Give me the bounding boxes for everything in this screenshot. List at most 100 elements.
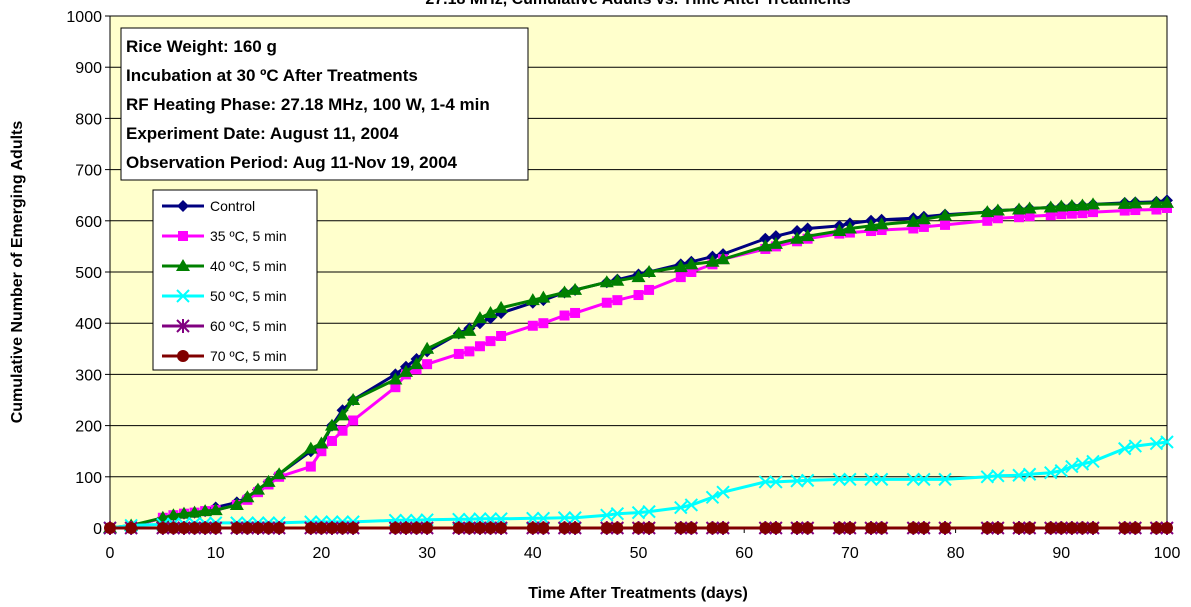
x-tick-label: 100 <box>1154 545 1181 562</box>
data-point <box>557 285 572 298</box>
data-point <box>1044 465 1058 480</box>
data-point <box>716 485 730 499</box>
data-point <box>907 522 920 534</box>
data-point <box>833 522 846 534</box>
data-point <box>685 522 698 534</box>
data-point <box>916 212 931 225</box>
data-point <box>241 522 254 534</box>
legend-swatch-marker <box>178 231 188 241</box>
data-point <box>229 497 244 510</box>
data-point <box>768 236 783 249</box>
x-tick-label: 70 <box>841 545 859 562</box>
data-point <box>939 522 952 534</box>
data-point <box>1087 522 1100 534</box>
data-point <box>251 522 264 534</box>
data-point <box>463 522 476 534</box>
data-point <box>917 522 930 534</box>
data-point <box>410 522 423 534</box>
data-point <box>874 472 889 487</box>
data-point <box>422 359 433 370</box>
data-point <box>1012 202 1027 215</box>
data-point <box>642 265 657 277</box>
data-point <box>980 205 995 218</box>
data-point <box>643 522 656 534</box>
data-point <box>125 522 138 534</box>
legend-swatch-marker <box>176 289 190 303</box>
x-tick-label: 20 <box>313 545 331 562</box>
info-box-frame <box>120 27 529 181</box>
data-point <box>250 482 265 495</box>
data-point <box>674 500 688 515</box>
y-tick-label: 800 <box>75 111 102 128</box>
data-point <box>706 522 719 534</box>
data-point <box>451 326 466 339</box>
x-tick-label: 60 <box>735 545 753 562</box>
data-point <box>1013 522 1026 534</box>
data-point <box>421 522 434 534</box>
data-point <box>1075 457 1090 471</box>
data-point <box>938 208 953 221</box>
data-point <box>1014 212 1025 223</box>
data-point <box>1045 210 1056 221</box>
data-point <box>538 318 549 329</box>
x-tick-label: 90 <box>1052 545 1070 562</box>
data-point <box>1054 463 1069 478</box>
data-point <box>325 522 338 534</box>
y-tick-label: 600 <box>75 214 102 231</box>
data-point <box>557 511 572 525</box>
data-point <box>1065 459 1079 474</box>
x-tick-label: 50 <box>630 545 648 562</box>
data-point <box>1066 208 1077 219</box>
data-point <box>389 522 402 534</box>
legend-swatch-marker <box>177 350 189 362</box>
data-point <box>1149 436 1164 451</box>
y-tick-label: 700 <box>75 163 102 180</box>
y-axis-title: Cumulative Number of Emerging Adults <box>9 121 26 424</box>
info-rice-weight: Rice Weight: 160 g <box>126 37 277 56</box>
info-experiment-date: Experiment Date: August 11, 2004 <box>126 124 399 143</box>
data-point <box>452 522 465 534</box>
data-point <box>906 472 921 487</box>
data-point <box>167 522 180 534</box>
data-point <box>1075 198 1090 211</box>
data-point <box>631 505 646 520</box>
data-point <box>411 364 422 375</box>
y-tick-label: 900 <box>75 60 102 77</box>
data-point <box>642 504 656 519</box>
series-layer <box>103 194 1174 535</box>
data-point <box>644 284 655 295</box>
data-point <box>611 522 624 534</box>
data-point <box>906 214 921 227</box>
data-point <box>864 218 879 231</box>
data-point <box>991 469 1005 483</box>
data-point <box>938 472 952 487</box>
legend-item: 40 ºC, 5 min <box>162 258 287 274</box>
data-point <box>483 305 498 318</box>
data-point <box>864 472 878 487</box>
data-point <box>347 522 360 534</box>
data-point <box>398 364 413 377</box>
y-tick-label: 500 <box>75 265 102 282</box>
data-point <box>832 224 847 237</box>
data-point <box>1119 205 1130 216</box>
data-point <box>843 522 856 534</box>
data-point <box>1129 522 1142 534</box>
data-point <box>769 522 782 534</box>
data-point <box>453 348 464 359</box>
series-5 <box>104 522 1173 534</box>
data-point <box>759 522 772 534</box>
data-point <box>316 446 327 457</box>
data-point <box>209 522 222 534</box>
data-point <box>473 522 486 534</box>
data-point <box>1118 441 1132 456</box>
data-point <box>674 522 687 534</box>
data-point <box>1161 522 1173 534</box>
legend-label: 50 ºC, 5 min <box>210 288 287 304</box>
data-point <box>600 508 614 522</box>
data-point <box>1118 522 1131 534</box>
data-point <box>335 408 350 421</box>
data-point <box>272 467 287 480</box>
x-axis-title: Time After Treatments (days) <box>528 585 748 602</box>
chart-title: 27.18 MHz, Cumulative Adults vs. Time Af… <box>425 0 850 8</box>
